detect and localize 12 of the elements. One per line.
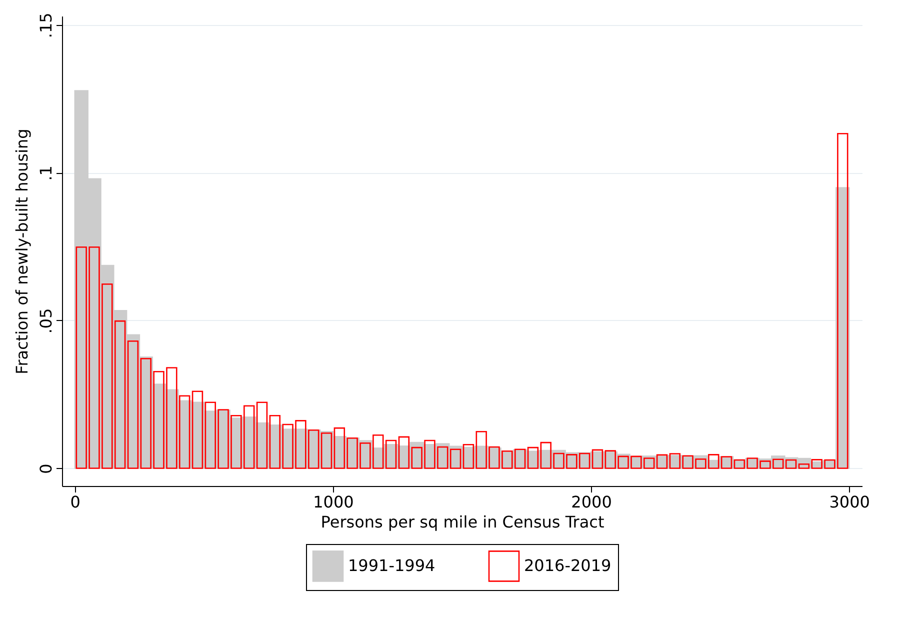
y-tick-label: 0	[36, 464, 56, 474]
x-tick-label: 2000	[571, 492, 612, 512]
x-tick-label: 3000	[829, 492, 870, 512]
legend-label: 1991-1994	[348, 556, 436, 576]
legend-label: 2016-2019	[524, 556, 612, 576]
y-tick-label: .05	[36, 308, 56, 334]
x-tick-label: 0	[70, 492, 80, 512]
x-axis-title: Persons per sq mile in Census Tract	[320, 512, 604, 532]
y-axis-title: Fraction of newly-built housing	[12, 128, 32, 374]
x-tick-label: 1000	[313, 492, 354, 512]
y-tick-label: .15	[36, 12, 56, 38]
y-tick-label: .1	[36, 166, 56, 181]
